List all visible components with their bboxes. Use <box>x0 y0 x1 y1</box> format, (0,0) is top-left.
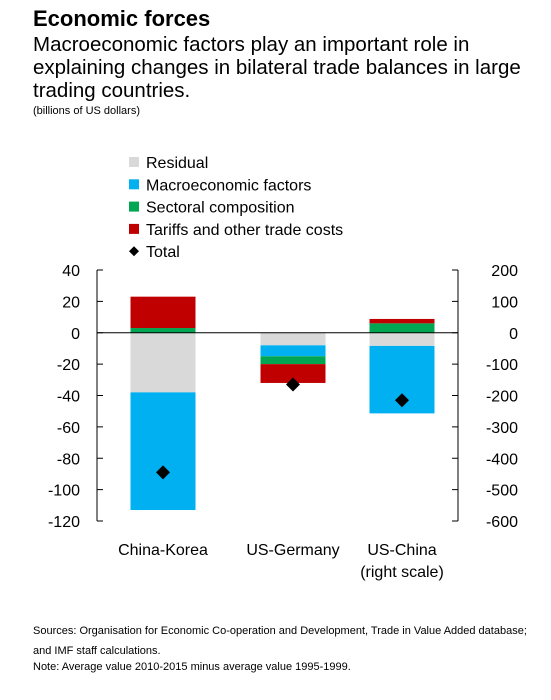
total-marker <box>395 393 409 408</box>
legend-label: Sectoral composition <box>146 200 295 217</box>
left-tick-label: -60 <box>57 420 80 437</box>
chart-subtitle: Macroeconomic factors play an important … <box>33 33 521 102</box>
right-tick-label: -600 <box>486 514 518 531</box>
bar-segment <box>130 328 196 333</box>
sources-note: Sources: Organisation for Economic Co-op… <box>33 625 527 657</box>
legend-label: Tariffs and other trade costs <box>146 222 343 239</box>
stacked-bar-chart: Residual Macroeconomic factors Sectoral co… <box>48 155 518 581</box>
right-tick-label: -200 <box>486 389 518 406</box>
legend-marker <box>129 246 139 257</box>
legend-swatch <box>129 157 139 167</box>
bar-segment <box>130 332 196 393</box>
bar-segment <box>130 392 196 511</box>
legend-swatch <box>129 223 139 234</box>
left-tick-label: -80 <box>57 451 80 468</box>
bar-segment <box>260 356 326 365</box>
left-tick-label: 20 <box>62 294 80 311</box>
left-tick-label: 40 <box>62 263 80 280</box>
chart-title: Economic forces <box>33 6 211 31</box>
legend-swatch <box>129 201 139 212</box>
bar-segment <box>369 318 435 324</box>
bar-segment <box>369 332 435 346</box>
left-tick-label: -40 <box>57 389 80 406</box>
bar-segment <box>260 364 326 383</box>
bar-segment <box>369 323 435 333</box>
bar-segment <box>260 345 326 357</box>
right-tick-label: 100 <box>491 294 518 311</box>
right-tick-label: 0 <box>509 326 518 343</box>
right-tick-label: -500 <box>486 483 518 500</box>
left-tick-label: -120 <box>48 514 80 531</box>
category-label: US-China (right scale) <box>360 542 444 581</box>
right-tick-label: 200 <box>491 263 518 280</box>
legend-swatch <box>129 179 139 190</box>
right-tick-label: -100 <box>486 357 518 374</box>
units-label: (billions of US dollars) <box>33 105 140 117</box>
left-tick-label: -20 <box>57 357 80 374</box>
right-tick-label: -400 <box>486 451 518 468</box>
total-marker <box>286 377 300 392</box>
legend-label: Macroeconomic factors <box>146 177 311 194</box>
category-label: China-Korea <box>118 542 208 559</box>
legend-label: Residual <box>146 155 208 172</box>
footnote: Note: Average value 2010-2015 minus aver… <box>33 661 351 673</box>
left-tick-label: -100 <box>48 483 80 500</box>
total-marker <box>156 465 170 480</box>
legend-label: Total <box>146 244 180 261</box>
bar-segment <box>130 296 196 329</box>
right-tick-label: -300 <box>486 420 518 437</box>
bar-segment <box>260 332 326 346</box>
category-label: US-Germany <box>246 542 339 559</box>
left-tick-label: 0 <box>71 326 80 343</box>
